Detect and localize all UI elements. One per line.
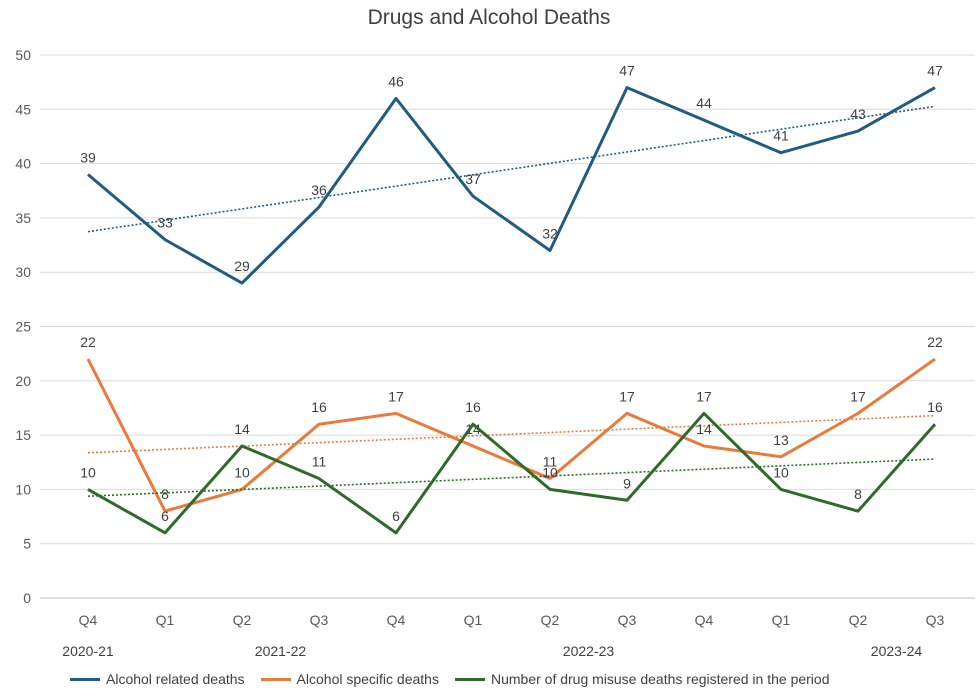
y-tick-label: 20 bbox=[15, 373, 31, 389]
data-label: 10 bbox=[773, 464, 789, 480]
y-tick-label: 45 bbox=[15, 101, 31, 117]
data-label: 32 bbox=[542, 225, 558, 241]
data-label: 14 bbox=[696, 421, 712, 437]
data-label: 17 bbox=[696, 388, 712, 404]
data-label: 33 bbox=[157, 215, 173, 231]
data-label: 17 bbox=[619, 388, 635, 404]
data-label: 36 bbox=[311, 182, 327, 198]
data-label: 8 bbox=[854, 486, 862, 502]
data-label: 17 bbox=[388, 388, 404, 404]
x-group-label: 2021-22 bbox=[255, 643, 307, 659]
data-label: 8 bbox=[161, 486, 169, 502]
legend-swatch-drug-misuse bbox=[454, 677, 485, 681]
data-label: 16 bbox=[311, 399, 327, 415]
data-label: 22 bbox=[927, 334, 943, 350]
data-label: 14 bbox=[465, 421, 481, 437]
x-tick-label: Q1 bbox=[772, 612, 791, 628]
legend-item-drug-misuse: Number of drug misuse deaths registered … bbox=[454, 671, 830, 687]
data-label: 37 bbox=[465, 171, 481, 187]
data-label: 46 bbox=[388, 73, 404, 89]
trendline-series-1 bbox=[87, 414, 936, 454]
trendline-series-2 bbox=[87, 458, 936, 498]
y-tick-label: 35 bbox=[15, 210, 31, 226]
data-label: 9 bbox=[623, 475, 631, 491]
y-tick-label: 10 bbox=[15, 481, 31, 497]
y-tick-label: 15 bbox=[15, 427, 31, 443]
x-group-label: 2023-24 bbox=[871, 643, 923, 659]
chart-title: Drugs and Alcohol Deaths bbox=[367, 6, 611, 29]
legend-item-alcohol-related: Alcohol related deaths bbox=[70, 671, 245, 687]
data-label: 11 bbox=[312, 454, 327, 470]
data-label: 14 bbox=[234, 421, 250, 437]
y-tick-label: 5 bbox=[23, 536, 31, 552]
legend-label-drug-misuse: Number of drug misuse deaths registered … bbox=[490, 671, 830, 687]
y-tick-label: 30 bbox=[15, 264, 31, 280]
data-label: 17 bbox=[850, 388, 866, 404]
data-label: 47 bbox=[619, 63, 635, 79]
x-tick-label: Q4 bbox=[695, 612, 714, 628]
data-label: 6 bbox=[161, 508, 169, 524]
series-line-1 bbox=[86, 357, 936, 513]
y-tick-label: 25 bbox=[15, 319, 31, 335]
data-label: 11 bbox=[543, 454, 558, 470]
x-tick-label: Q2 bbox=[849, 612, 868, 628]
legend-label-alcohol-specific: Alcohol specific deaths bbox=[296, 671, 439, 687]
data-label: 22 bbox=[80, 334, 96, 350]
x-group-label: 2020-21 bbox=[62, 643, 114, 659]
data-label: 47 bbox=[927, 63, 943, 79]
y-tick-label: 40 bbox=[15, 156, 31, 172]
trendline-series-0 bbox=[87, 105, 936, 233]
data-label: 29 bbox=[234, 258, 250, 274]
data-label: 10 bbox=[234, 464, 250, 480]
x-group-label: 2022-23 bbox=[563, 643, 615, 659]
legend-label-alcohol-related: Alcohol related deaths bbox=[106, 671, 245, 687]
legend-swatch-alcohol-related bbox=[70, 677, 100, 681]
x-tick-label: Q3 bbox=[310, 612, 329, 628]
x-tick-label: Q2 bbox=[541, 612, 560, 628]
series-line-2 bbox=[87, 411, 937, 535]
x-tick-label: Q2 bbox=[233, 612, 252, 628]
x-tick-label: Q3 bbox=[926, 612, 945, 628]
data-label: 13 bbox=[773, 432, 789, 448]
data-label: 10 bbox=[542, 464, 558, 480]
x-tick-label: Q1 bbox=[464, 612, 483, 628]
y-tick-label: 50 bbox=[15, 47, 31, 63]
y-tick-label: 0 bbox=[23, 590, 31, 606]
legend-item-alcohol-specific: Alcohol specific deaths bbox=[260, 671, 439, 687]
legend-swatch-alcohol-specific bbox=[260, 677, 291, 681]
x-tick-label: Q4 bbox=[79, 612, 98, 628]
data-label: 6 bbox=[392, 508, 400, 524]
data-label: 39 bbox=[80, 149, 96, 165]
legend: Alcohol related deaths Alcohol specific … bbox=[70, 671, 829, 687]
data-label: 10 bbox=[80, 464, 96, 480]
data-label: 43 bbox=[850, 106, 866, 122]
data-label: 44 bbox=[696, 95, 712, 111]
data-label: 16 bbox=[465, 399, 481, 415]
x-tick-label: Q4 bbox=[387, 612, 406, 628]
data-label: 41 bbox=[773, 128, 789, 144]
x-tick-label: Q3 bbox=[618, 612, 637, 628]
data-label: 16 bbox=[927, 399, 943, 415]
x-tick-label: Q1 bbox=[156, 612, 175, 628]
series-line-0 bbox=[87, 86, 936, 285]
